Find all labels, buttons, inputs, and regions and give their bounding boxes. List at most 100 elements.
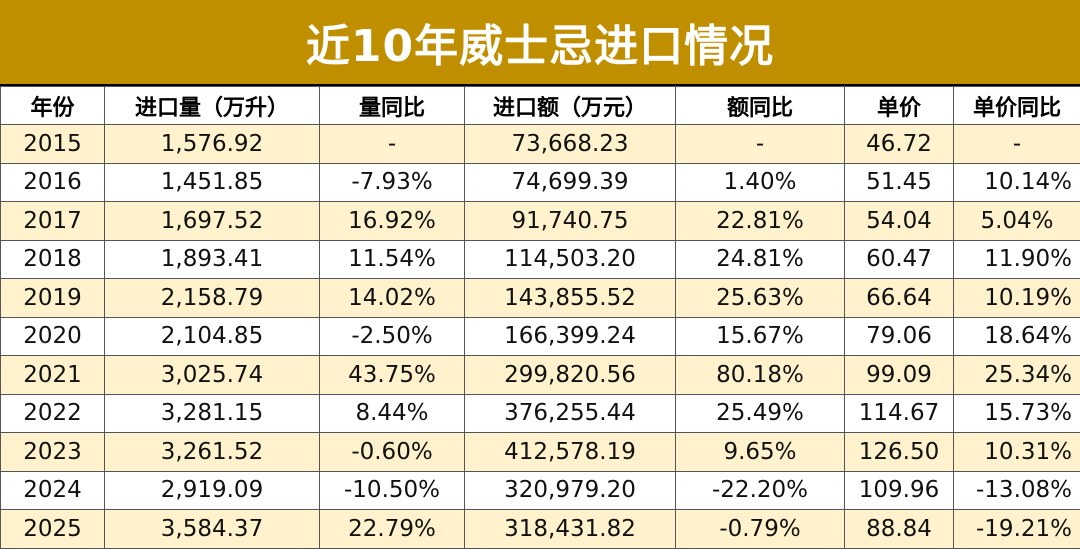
cell-year: 2018 bbox=[0, 239, 105, 279]
cell-amount-yoy: 9.65% bbox=[675, 432, 845, 472]
cell-amount: 91,740.75 bbox=[464, 201, 676, 241]
cell-volume-yoy: 8.44% bbox=[319, 393, 465, 433]
cell-amount-yoy: 25.49% bbox=[675, 393, 845, 433]
header-amount: 进口额（万元） bbox=[464, 86, 676, 125]
header-amount-yoy: 额同比 bbox=[675, 86, 845, 125]
cell-amount-yoy: 22.81% bbox=[675, 201, 845, 241]
cell-volume: 3,584.37 bbox=[104, 509, 320, 549]
title-bar: 近10年威士忌进口情况 bbox=[0, 0, 1080, 86]
cell-amount: 114,503.20 bbox=[464, 239, 676, 279]
cell-unit-price: 114.67 bbox=[844, 393, 954, 433]
cell-unit-price-yoy: 25.34% bbox=[953, 355, 1080, 395]
cell-volume-yoy: 22.79% bbox=[319, 509, 465, 549]
cell-year: 2025 bbox=[0, 509, 105, 549]
cell-unit-price-yoy: 15.73% bbox=[953, 393, 1080, 433]
table-row: 2019 2,158.79 14.02% 143,855.52 25.63% 6… bbox=[0, 278, 1080, 318]
cell-amount: 143,855.52 bbox=[464, 278, 676, 318]
cell-amount-yoy: - bbox=[675, 124, 845, 164]
cell-year: 2022 bbox=[0, 393, 105, 433]
cell-volume: 3,025.74 bbox=[104, 355, 320, 395]
cell-volume-yoy: -0.60% bbox=[319, 432, 465, 472]
import-data-table: 年份 进口量（万升） 量同比 进口额（万元） 额同比 单价 单价同比 2015 … bbox=[0, 86, 1080, 549]
header-volume-yoy: 量同比 bbox=[319, 86, 465, 125]
cell-volume: 3,261.52 bbox=[104, 432, 320, 472]
cell-amount: 166,399.24 bbox=[464, 316, 676, 356]
cell-volume: 1,893.41 bbox=[104, 239, 320, 279]
header-year: 年份 bbox=[0, 86, 105, 125]
cell-unit-price-yoy: - bbox=[953, 124, 1080, 164]
cell-amount: 73,668.23 bbox=[464, 124, 676, 164]
cell-volume-yoy: -7.93% bbox=[319, 162, 465, 202]
table-row: 2020 2,104.85 -2.50% 166,399.24 15.67% 7… bbox=[0, 316, 1080, 356]
cell-unit-price: 66.64 bbox=[844, 278, 954, 318]
cell-volume: 1,451.85 bbox=[104, 162, 320, 202]
header-unit-price-yoy: 单价同比 bbox=[953, 86, 1080, 125]
table-row: 2021 3,025.74 43.75% 299,820.56 80.18% 9… bbox=[0, 355, 1080, 395]
table-row: 2023 3,261.52 -0.60% 412,578.19 9.65% 12… bbox=[0, 432, 1080, 472]
cell-amount-yoy: -0.79% bbox=[675, 509, 845, 549]
cell-volume-yoy: - bbox=[319, 124, 465, 164]
header-unit-price: 单价 bbox=[844, 86, 954, 125]
cell-unit-price: 109.96 bbox=[844, 470, 954, 510]
cell-unit-price: 79.06 bbox=[844, 316, 954, 356]
cell-amount-yoy: -22.20% bbox=[675, 470, 845, 510]
cell-year: 2020 bbox=[0, 316, 105, 356]
cell-amount: 299,820.56 bbox=[464, 355, 676, 395]
header-row: 年份 进口量（万升） 量同比 进口额（万元） 额同比 单价 单价同比 bbox=[0, 86, 1080, 125]
cell-volume: 1,576.92 bbox=[104, 124, 320, 164]
cell-year: 2017 bbox=[0, 201, 105, 241]
cell-volume-yoy: -10.50% bbox=[319, 470, 465, 510]
cell-amount-yoy: 24.81% bbox=[675, 239, 845, 279]
cell-unit-price: 60.47 bbox=[844, 239, 954, 279]
cell-unit-price-yoy: -13.08% bbox=[953, 470, 1080, 510]
cell-volume: 2,104.85 bbox=[104, 316, 320, 356]
cell-unit-price: 51.45 bbox=[844, 162, 954, 202]
cell-amount-yoy: 15.67% bbox=[675, 316, 845, 356]
cell-unit-price-yoy: 10.14% bbox=[953, 162, 1080, 202]
table-row: 2015 1,576.92 - 73,668.23 - 46.72 - bbox=[0, 124, 1080, 164]
cell-unit-price-yoy: 11.90% bbox=[953, 239, 1080, 279]
cell-volume: 2,919.09 bbox=[104, 470, 320, 510]
table-row: 2018 1,893.41 11.54% 114,503.20 24.81% 6… bbox=[0, 239, 1080, 279]
header-volume: 进口量（万升） bbox=[104, 86, 320, 125]
cell-volume: 2,158.79 bbox=[104, 278, 320, 318]
cell-amount-yoy: 25.63% bbox=[675, 278, 845, 318]
cell-year: 2024 bbox=[0, 470, 105, 510]
cell-year: 2023 bbox=[0, 432, 105, 472]
cell-volume-yoy: 43.75% bbox=[319, 355, 465, 395]
cell-unit-price-yoy: 18.64% bbox=[953, 316, 1080, 356]
cell-unit-price-yoy: -19.21% bbox=[953, 509, 1080, 549]
table-title: 近10年威士忌进口情况 bbox=[305, 21, 775, 72]
cell-unit-price-yoy: 5.04% bbox=[953, 201, 1080, 241]
table-row: 2017 1,697.52 16.92% 91,740.75 22.81% 54… bbox=[0, 201, 1080, 241]
cell-volume-yoy: -2.50% bbox=[319, 316, 465, 356]
cell-amount: 412,578.19 bbox=[464, 432, 676, 472]
cell-amount: 318,431.82 bbox=[464, 509, 676, 549]
cell-volume: 1,697.52 bbox=[104, 201, 320, 241]
cell-amount: 376,255.44 bbox=[464, 393, 676, 433]
cell-amount-yoy: 80.18% bbox=[675, 355, 845, 395]
cell-unit-price: 54.04 bbox=[844, 201, 954, 241]
cell-unit-price: 46.72 bbox=[844, 124, 954, 164]
cell-unit-price-yoy: 10.19% bbox=[953, 278, 1080, 318]
cell-volume-yoy: 11.54% bbox=[319, 239, 465, 279]
cell-unit-price-yoy: 10.31% bbox=[953, 432, 1080, 472]
cell-volume-yoy: 16.92% bbox=[319, 201, 465, 241]
table-row: 2016 1,451.85 -7.93% 74,699.39 1.40% 51.… bbox=[0, 162, 1080, 202]
cell-unit-price: 88.84 bbox=[844, 509, 954, 549]
table-row: 2022 3,281.15 8.44% 376,255.44 25.49% 11… bbox=[0, 393, 1080, 433]
table-row: 2025 3,584.37 22.79% 318,431.82 -0.79% 8… bbox=[0, 509, 1080, 549]
cell-year: 2021 bbox=[0, 355, 105, 395]
cell-volume: 3,281.15 bbox=[104, 393, 320, 433]
cell-amount: 74,699.39 bbox=[464, 162, 676, 202]
table-row: 2024 2,919.09 -10.50% 320,979.20 -22.20%… bbox=[0, 470, 1080, 510]
cell-volume-yoy: 14.02% bbox=[319, 278, 465, 318]
cell-amount-yoy: 1.40% bbox=[675, 162, 845, 202]
cell-amount: 320,979.20 bbox=[464, 470, 676, 510]
cell-year: 2019 bbox=[0, 278, 105, 318]
cell-unit-price: 99.09 bbox=[844, 355, 954, 395]
cell-unit-price: 126.50 bbox=[844, 432, 954, 472]
cell-year: 2016 bbox=[0, 162, 105, 202]
cell-year: 2015 bbox=[0, 124, 105, 164]
